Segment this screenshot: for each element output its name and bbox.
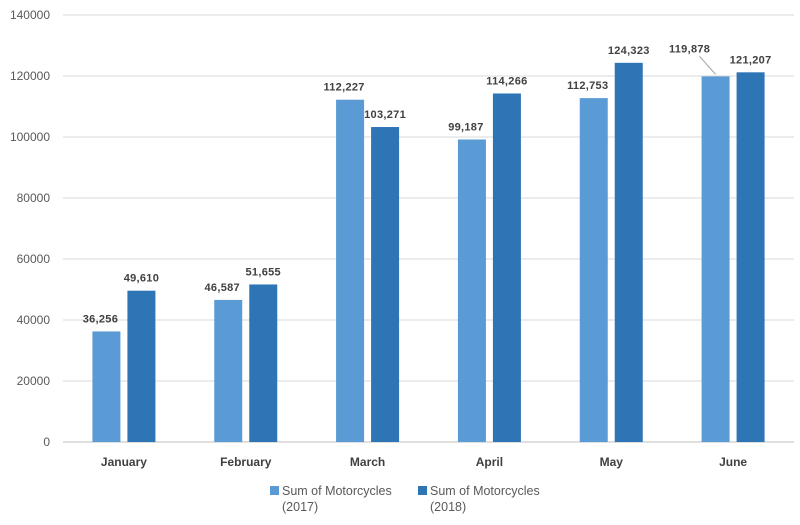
data-label: 46,587 <box>205 282 240 294</box>
data-label: 112,227 <box>323 82 364 94</box>
data-label: 119,878 <box>669 43 710 55</box>
y-tick-label: 20000 <box>17 374 51 388</box>
bar <box>214 299 243 442</box>
legend-label: Sum of Motorcycles <box>430 484 540 498</box>
legend-swatch <box>270 486 279 495</box>
y-tick-label: 120000 <box>10 69 50 83</box>
x-tick-label: January <box>101 455 147 469</box>
y-tick-label: 40000 <box>17 313 51 327</box>
x-tick-label: April <box>476 455 503 469</box>
bar <box>492 93 521 442</box>
legend-label: (2017) <box>282 500 318 514</box>
data-label: 124,323 <box>608 45 650 57</box>
x-tick-label: February <box>220 455 272 469</box>
data-label: 112,753 <box>567 80 608 92</box>
y-tick-label: 60000 <box>17 252 51 266</box>
legend-label: Sum of Motorcycles <box>282 484 392 498</box>
data-label: 114,266 <box>486 75 527 87</box>
data-label: 103,271 <box>364 109 406 121</box>
bar <box>127 290 156 442</box>
bar <box>579 98 608 443</box>
data-label: 36,256 <box>83 313 118 325</box>
bar <box>614 62 643 442</box>
bar <box>736 72 765 442</box>
bar <box>371 127 400 443</box>
bar <box>92 331 121 442</box>
bar <box>249 284 278 442</box>
data-label: 99,187 <box>448 121 483 133</box>
data-label: 121,207 <box>730 54 772 66</box>
bar <box>701 76 730 442</box>
data-label: 49,610 <box>124 273 159 285</box>
bar <box>336 99 365 443</box>
data-label: 51,655 <box>246 266 281 278</box>
data-label-leader-line <box>699 56 716 75</box>
y-tick-label: 80000 <box>17 191 51 205</box>
x-tick-label: May <box>600 455 624 469</box>
bar <box>457 139 486 442</box>
legend-label: (2018) <box>430 500 466 514</box>
y-tick-label: 140000 <box>10 8 50 22</box>
legend-swatch <box>418 486 427 495</box>
x-tick-label: March <box>350 455 385 469</box>
x-tick-label: June <box>719 455 747 469</box>
y-tick-label: 0 <box>43 435 50 449</box>
y-tick-label: 100000 <box>10 130 50 144</box>
